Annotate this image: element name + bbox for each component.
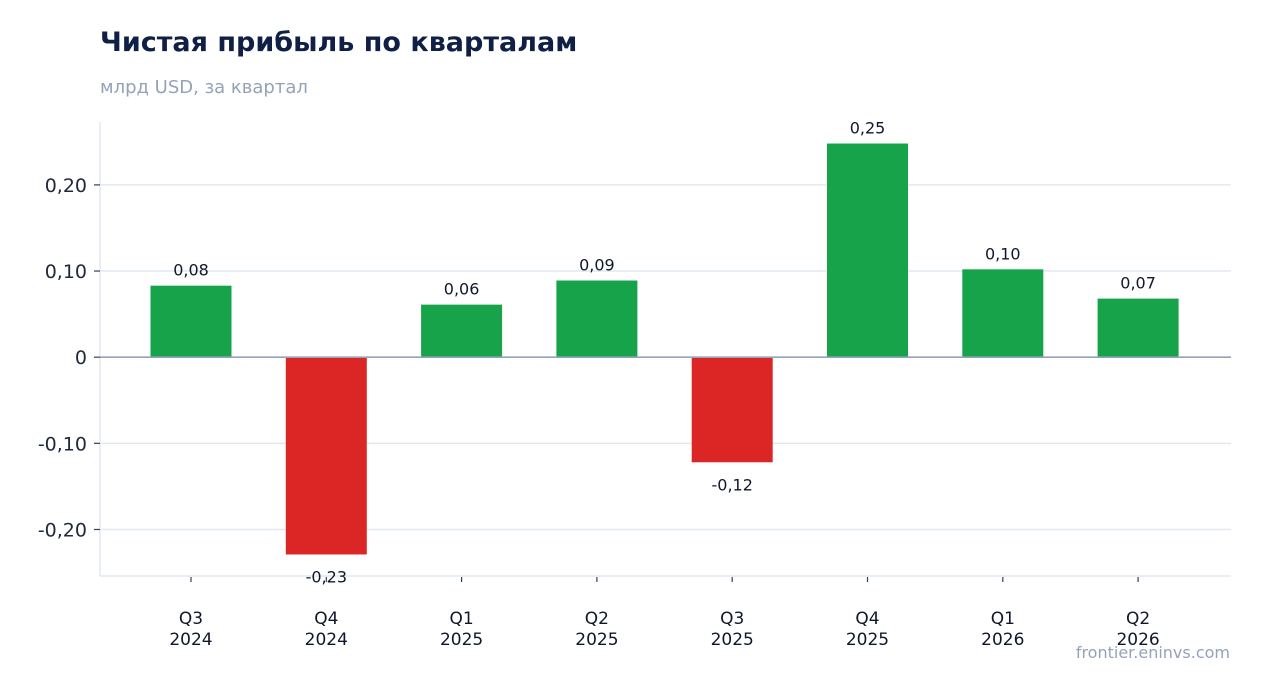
bar: [150, 285, 232, 358]
data-label: 0,09: [579, 256, 615, 275]
data-label: 0,25: [850, 119, 886, 138]
data-label: -0,23: [306, 567, 347, 586]
x-tick-label: 2025: [846, 630, 889, 650]
x-tick-label: 2024: [305, 630, 348, 650]
bar: [691, 357, 773, 463]
chart-title: Чистая прибыль по кварталам: [100, 27, 578, 58]
bar: [1097, 298, 1179, 358]
data-label: 0,07: [1120, 274, 1156, 293]
bar: [556, 280, 638, 358]
y-tick-label: -0,20: [38, 519, 87, 541]
data-label: 0,08: [173, 261, 209, 280]
source-credit: frontier.eninvs.com: [1075, 643, 1230, 662]
x-tick-label: Q3: [720, 609, 744, 629]
x-tick-label: 2025: [575, 630, 618, 650]
x-tick-label: 2026: [981, 630, 1024, 650]
chart-subtitle: млрд USD, за квартал: [100, 77, 308, 98]
y-tick-label: -0,10: [38, 433, 87, 455]
bar: [421, 304, 503, 358]
bar: [827, 143, 908, 358]
x-tick-label: Q2: [1126, 609, 1150, 629]
x-tick-label: Q1: [449, 609, 473, 629]
bar: [962, 269, 1044, 358]
data-label: -0,12: [711, 475, 752, 494]
y-tick-label: 0,20: [45, 175, 87, 197]
x-tick-label: Q4: [855, 609, 879, 629]
data-label: 0,10: [985, 244, 1021, 263]
x-tick-label: Q1: [991, 609, 1015, 629]
y-tick-label: 0,10: [45, 261, 87, 283]
x-tick-label: 2024: [169, 630, 212, 650]
x-tick-label: Q3: [179, 609, 203, 629]
data-label: 0,06: [444, 280, 480, 299]
x-tick-label: Q4: [314, 609, 338, 629]
x-tick-label: 2025: [711, 630, 754, 650]
x-tick-label: 2025: [440, 630, 483, 650]
x-tick-label: Q2: [585, 609, 609, 629]
bar: [285, 357, 367, 555]
x-tick-label: 2026: [1116, 630, 1159, 650]
y-tick-label: 0: [75, 347, 87, 369]
